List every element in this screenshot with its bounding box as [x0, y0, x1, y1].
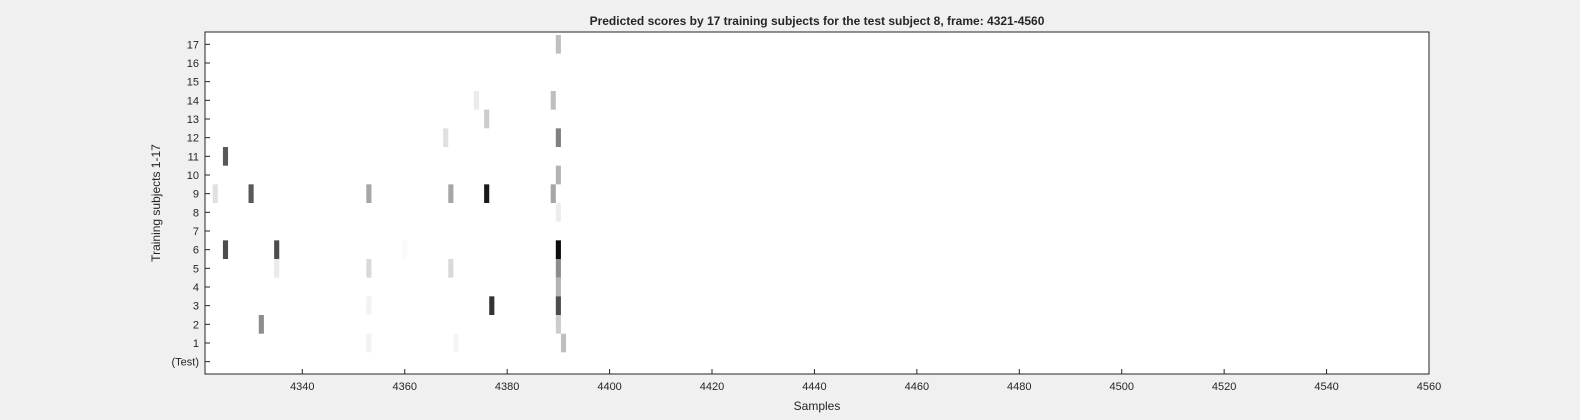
heatmap-cell — [453, 333, 459, 353]
heatmap-cell — [222, 147, 229, 166]
heatmap-cell — [212, 184, 218, 203]
x-axis-label: Samples — [794, 399, 841, 413]
y-tick-label: 5 — [193, 263, 199, 275]
heatmap-cells — [212, 35, 567, 353]
heatmap-cell — [448, 259, 454, 278]
heatmap-cell — [489, 296, 495, 315]
y-tick-label: 16 — [187, 58, 199, 70]
heatmap-cell — [484, 184, 490, 203]
heatmap-cell — [366, 333, 372, 353]
heatmap-cell — [248, 184, 254, 203]
y-tick-label: 6 — [193, 245, 199, 257]
heatmap-cell — [555, 277, 561, 297]
heatmap-cell — [366, 296, 372, 315]
x-tick-label: 4400 — [597, 381, 621, 393]
heatmap-cell — [366, 259, 372, 278]
heatmap-cell — [222, 240, 229, 259]
y-tick-label: 11 — [188, 151, 199, 163]
y-axis-label: Training subjects 1-17 — [149, 144, 163, 262]
y-tick-label: 17 — [187, 39, 199, 51]
y-tick-label: 3 — [193, 301, 199, 313]
x-tick-label: 4520 — [1212, 381, 1236, 393]
y-tick-label: 8 — [193, 207, 199, 219]
y-tick-label: 12 — [187, 133, 199, 145]
heatmap-cell — [448, 184, 454, 203]
heatmap-cell — [555, 296, 561, 315]
y-tick-label: 9 — [193, 189, 199, 201]
x-tick-label: 4340 — [290, 381, 314, 393]
heatmap-cell — [258, 315, 264, 334]
heatmap-cell — [402, 240, 408, 259]
heatmap-cell — [555, 315, 561, 334]
x-tick-label: 4420 — [700, 381, 724, 393]
heatmap-cell — [550, 91, 556, 110]
heatmap-cell — [555, 128, 561, 147]
axes-box — [204, 31, 1430, 375]
heatmap-cell — [555, 203, 561, 222]
x-tick-label: 4380 — [495, 381, 519, 393]
y-tick-label: 14 — [187, 95, 199, 107]
y-tick-label: 10 — [187, 170, 199, 182]
x-tick-label: 4480 — [1007, 381, 1031, 393]
y-tick-label: 7 — [193, 226, 199, 238]
y-tick-label: 2 — [193, 319, 199, 331]
x-tick-label: 4540 — [1314, 381, 1338, 393]
plot-area — [205, 32, 1429, 374]
chart-title: Predicted scores by 17 training subjects… — [590, 14, 1045, 28]
heatmap-cell — [484, 109, 490, 129]
x-tick-label: 4500 — [1109, 381, 1133, 393]
heatmap-cell — [366, 184, 372, 203]
heatmap-cell — [555, 259, 561, 278]
y-tick-label: 1 — [193, 338, 199, 350]
y-tick-label: 4 — [193, 282, 199, 294]
heatmap-cell — [560, 333, 567, 353]
x-tick-label: 4360 — [392, 381, 416, 393]
y-tick-label: 15 — [187, 77, 199, 89]
heatmap-cell — [274, 240, 280, 259]
y-tick-label: 13 — [187, 114, 199, 126]
x-tick-label: 4440 — [802, 381, 826, 393]
x-tick-label: 4560 — [1417, 381, 1441, 393]
heatmap-cell — [274, 259, 280, 278]
x-tick-label: 4460 — [905, 381, 929, 393]
heatmap-cell — [443, 128, 449, 147]
heatmap-cell — [555, 35, 561, 54]
heatmap-cell — [555, 240, 561, 259]
x-axis-ticks: 4340 4360 4380 4400 4420 4440 4460 4480 4500 4520… — [290, 369, 1441, 393]
heatmap-cell — [473, 91, 479, 110]
heatmap-cell — [550, 184, 556, 203]
y-tick-label: (Test) — [172, 357, 200, 369]
heatmap-cell — [555, 165, 561, 185]
